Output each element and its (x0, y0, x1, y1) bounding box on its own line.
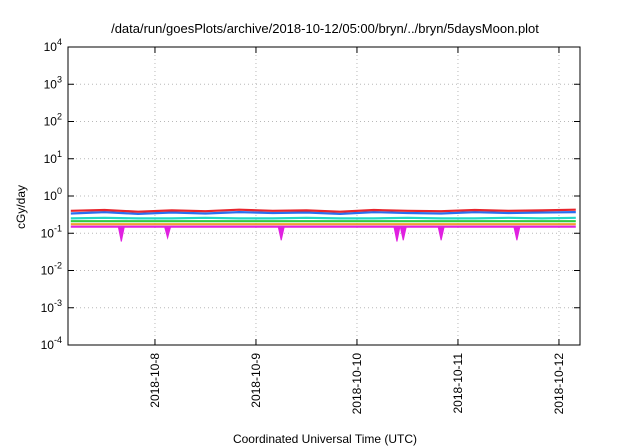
y-tick-label: 100 (44, 186, 62, 203)
y-tick-label: 10-4 (41, 335, 62, 352)
dip-spike (437, 226, 445, 241)
y-tick-label: 104 (44, 37, 62, 54)
dip-spike (513, 226, 521, 241)
series-line (70, 208, 576, 213)
x-tick-label: 2018-10-12 (552, 353, 566, 415)
y-axis-label: cGy/day (14, 185, 28, 229)
x-tick-label: 2018-10-10 (350, 353, 364, 415)
dip-spike (117, 226, 125, 242)
x-axis-label: Coordinated Universal Time (UTC) (233, 432, 417, 446)
x-tick-label: 2018-10-9 (249, 353, 263, 408)
series-layer (70, 208, 576, 242)
x-tick-label: 2018-10-11 (451, 353, 465, 414)
dip-spike (399, 226, 407, 241)
dip-spike (163, 226, 172, 240)
y-tick-label: 103 (44, 74, 62, 91)
dip-spike (277, 226, 285, 241)
x-tick-label: 2018-10-8 (148, 353, 162, 408)
chart-title: /data/run/goesPlots/archive/2018-10-12/0… (111, 21, 539, 36)
y-tick-label: 10-1 (41, 223, 62, 240)
grid (68, 47, 580, 345)
series-line (70, 216, 576, 220)
y-tick-label: 10-3 (41, 298, 62, 315)
dip-spike (393, 226, 401, 242)
x-axis: 2018-10-8 2018-10-9 2018-10-10 2018-10-11 20… (148, 47, 566, 414)
y-axis: 10-4 10-3 10-2 10-1 100 101 102 103 104 (41, 37, 580, 352)
y-tick-label: 101 (44, 149, 62, 166)
series-line (70, 211, 576, 215)
y-tick-label: 10-2 (41, 261, 62, 278)
y-tick-label: 102 (44, 112, 62, 129)
